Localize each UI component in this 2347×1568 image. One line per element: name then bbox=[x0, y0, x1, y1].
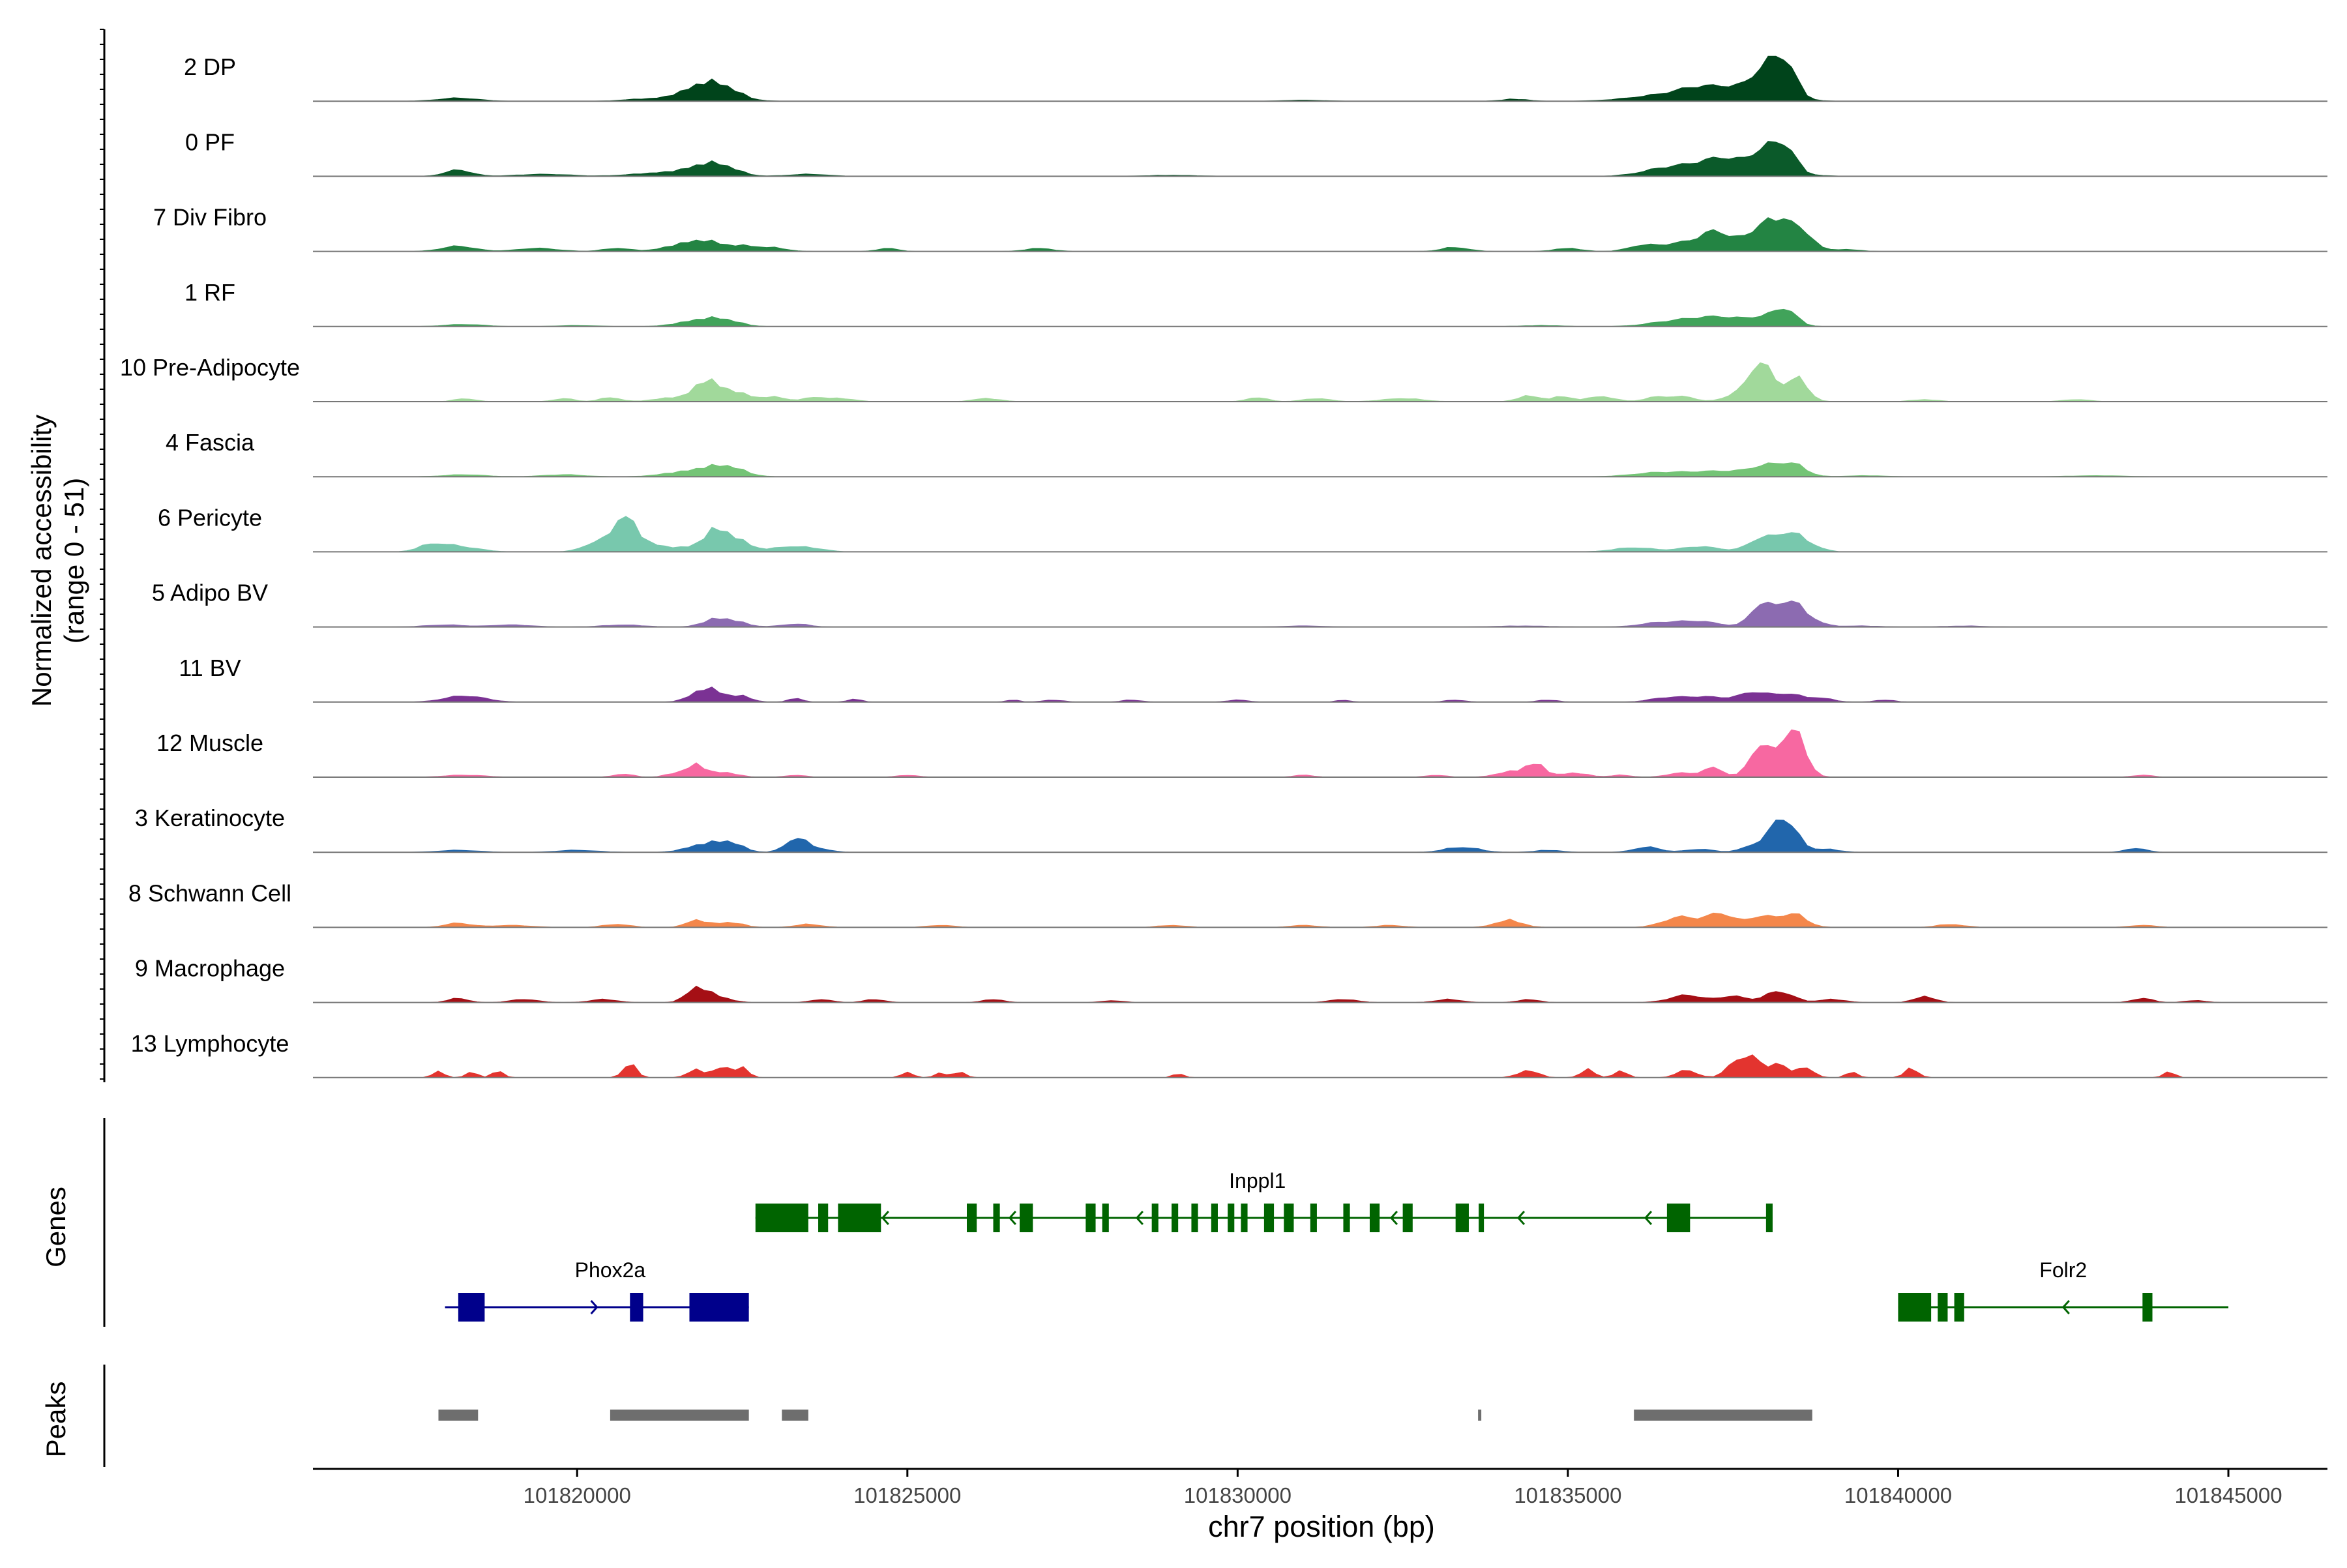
strand-arrow bbox=[1008, 1210, 1016, 1226]
gene-exon bbox=[1102, 1204, 1109, 1232]
gene-exon bbox=[689, 1293, 749, 1322]
gene-label: Inppl1 bbox=[1229, 1169, 1286, 1192]
track-3-keratinocyte: 3 Keratinocyte bbox=[135, 805, 2327, 853]
gene-exon bbox=[1228, 1204, 1235, 1232]
gene-exon bbox=[838, 1204, 881, 1232]
peak-region bbox=[782, 1410, 808, 1421]
gene-exon bbox=[1369, 1204, 1380, 1232]
genes-panel: Inppl1 Phox2a Folr2 bbox=[103, 1118, 2229, 1327]
gene-exon bbox=[1310, 1204, 1317, 1232]
gene-exon bbox=[1191, 1204, 1198, 1232]
track-label: 6 Pericyte bbox=[158, 504, 262, 531]
track-8-schwann-cell: 8 Schwann Cell bbox=[128, 880, 2327, 928]
track-label: 7 Div Fibro bbox=[153, 204, 267, 231]
gene-exon bbox=[1402, 1204, 1413, 1232]
peak-region bbox=[610, 1410, 749, 1421]
peak-region bbox=[1634, 1410, 1812, 1421]
gene-exon bbox=[630, 1293, 643, 1322]
track-label: 2 DP bbox=[184, 53, 236, 80]
gene-exon bbox=[1765, 1204, 1773, 1232]
peaks-panel-label: Peaks bbox=[40, 1382, 71, 1458]
x-tick-label: 101845000 bbox=[2174, 1483, 2282, 1507]
gene-exon bbox=[1172, 1204, 1179, 1232]
gene-exon bbox=[1020, 1204, 1033, 1232]
gene-exon bbox=[1898, 1293, 1932, 1322]
gene-exon bbox=[1954, 1293, 1964, 1322]
x-tick-label: 101820000 bbox=[524, 1483, 631, 1507]
track-label: 9 Macrophage bbox=[135, 955, 285, 982]
track-label: 10 Pre-Adipocyte bbox=[120, 354, 300, 381]
strand-arrow bbox=[590, 1299, 598, 1315]
gene-phox2a: Phox2a bbox=[445, 1258, 749, 1322]
genes-panel-label: Genes bbox=[40, 1187, 71, 1267]
peak-region bbox=[1478, 1410, 1482, 1421]
track-label: 1 RF bbox=[185, 279, 235, 306]
gene-exon bbox=[1211, 1204, 1218, 1232]
gene-label: Folr2 bbox=[2039, 1258, 2087, 1282]
track-13-lymphocyte: 13 Lymphocyte bbox=[131, 1030, 2327, 1078]
track-9-macrophage: 9 Macrophage bbox=[135, 955, 2327, 1003]
gene-exon bbox=[1241, 1204, 1248, 1232]
track-2-dp: 2 DP bbox=[184, 53, 2327, 102]
strand-arrow bbox=[2061, 1299, 2070, 1315]
strand-arrow bbox=[1644, 1210, 1653, 1226]
track-10-pre-adipocyte: 10 Pre-Adipocyte bbox=[120, 354, 2327, 402]
track-11-bv: 11 BV bbox=[179, 655, 2327, 703]
peak-region bbox=[438, 1410, 479, 1421]
x-tick-label: 101830000 bbox=[1184, 1483, 1292, 1507]
gene-exon bbox=[993, 1204, 1000, 1232]
track-12-muscle: 12 Muscle bbox=[156, 729, 2327, 778]
track-label: 4 Fascia bbox=[166, 429, 255, 456]
gene-exon bbox=[1666, 1204, 1690, 1232]
gene-label: Phox2a bbox=[575, 1258, 646, 1282]
strand-arrow bbox=[1389, 1210, 1398, 1226]
strand-arrow bbox=[1135, 1210, 1144, 1226]
gene-folr2: Folr2 bbox=[1898, 1258, 2229, 1322]
gene-exon bbox=[1284, 1204, 1294, 1232]
track-label: 13 Lymphocyte bbox=[131, 1030, 289, 1057]
gene-exon bbox=[2142, 1293, 2153, 1322]
gene-exon bbox=[1479, 1204, 1484, 1232]
gene-inppl1: Inppl1 bbox=[755, 1169, 1773, 1232]
track-4-fascia: 4 Fascia bbox=[166, 429, 2327, 478]
track-label: 0 PF bbox=[185, 128, 235, 155]
gene-exon bbox=[1455, 1204, 1469, 1232]
y-axis-label: Normalized accessibility bbox=[26, 415, 57, 707]
track-7-div-fibro: 7 Div Fibro bbox=[153, 204, 2327, 252]
gene-exon bbox=[966, 1204, 977, 1232]
gene-exon bbox=[1151, 1204, 1159, 1232]
x-axis-label: chr7 position (bp) bbox=[1208, 1510, 1435, 1543]
y-axis bbox=[100, 29, 106, 1082]
coverage-tracks: 2 DP 0 PF 7 Div Fibro 1 RF 10 Pre-Adipocyte 4… bbox=[120, 53, 2327, 1078]
track-label: 3 Keratinocyte bbox=[135, 805, 285, 831]
peaks-panel bbox=[103, 1365, 1812, 1467]
gene-exon bbox=[1085, 1204, 1096, 1232]
y-axis-range-label: (range 0 - 51) bbox=[59, 478, 89, 643]
gene-exon bbox=[818, 1204, 829, 1232]
gene-exon bbox=[755, 1204, 808, 1232]
gene-exon bbox=[1263, 1204, 1275, 1232]
track-1-rf: 1 RF bbox=[185, 279, 2327, 327]
x-tick-label: 101825000 bbox=[853, 1483, 961, 1507]
gene-exon bbox=[1938, 1293, 1948, 1322]
track-label: 5 Adipo BV bbox=[152, 580, 268, 606]
x-tick-label: 101840000 bbox=[1844, 1483, 1952, 1507]
track-label: 12 Muscle bbox=[156, 730, 263, 756]
strand-arrow bbox=[881, 1210, 889, 1226]
track-5-adipo-bv: 5 Adipo BV bbox=[152, 580, 2327, 628]
track-0-pf: 0 PF bbox=[185, 128, 2327, 177]
gene-exon bbox=[458, 1293, 485, 1322]
x-tick-label: 101835000 bbox=[1514, 1483, 1621, 1507]
x-axis: 101820000 101825000 101830000 101835000 1018… bbox=[313, 1468, 2327, 1507]
strand-arrow bbox=[1516, 1210, 1526, 1226]
gene-exon bbox=[1343, 1204, 1350, 1232]
track-label: 8 Schwann Cell bbox=[128, 880, 291, 906]
track-6-pericyte: 6 Pericyte bbox=[158, 504, 2327, 553]
track-label: 11 BV bbox=[179, 655, 241, 681]
